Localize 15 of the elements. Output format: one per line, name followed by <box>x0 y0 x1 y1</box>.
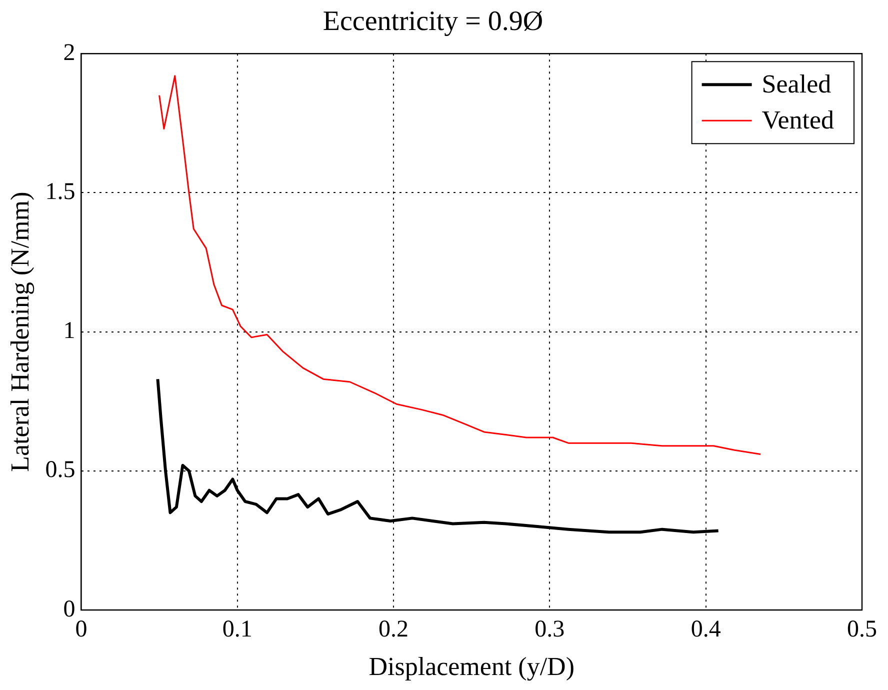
x-tick-label: 0.2 <box>378 616 409 643</box>
y-tick-label: 0.5 <box>45 457 76 484</box>
chart-title: Eccentricity = 0.9Ø <box>322 6 544 38</box>
legend-label: Vented <box>762 105 834 134</box>
y-tick-label: 2 <box>63 40 76 66</box>
y-tick-label: 1.5 <box>45 178 76 205</box>
y-tick-label: 0 <box>63 596 76 622</box>
x-axis-title: Displacement (y/D) <box>368 652 574 682</box>
x-tick-label: 0.5 <box>847 616 877 643</box>
y-axis-title: Lateral Hardening (N/mm) <box>5 192 34 472</box>
legend-label: Sealed <box>762 69 832 98</box>
x-tick-label: 0.4 <box>690 616 721 643</box>
x-tick-label: 0.3 <box>534 616 565 643</box>
y-tick-label: 1 <box>63 318 76 344</box>
x-tick-label: 0.1 <box>222 616 252 643</box>
